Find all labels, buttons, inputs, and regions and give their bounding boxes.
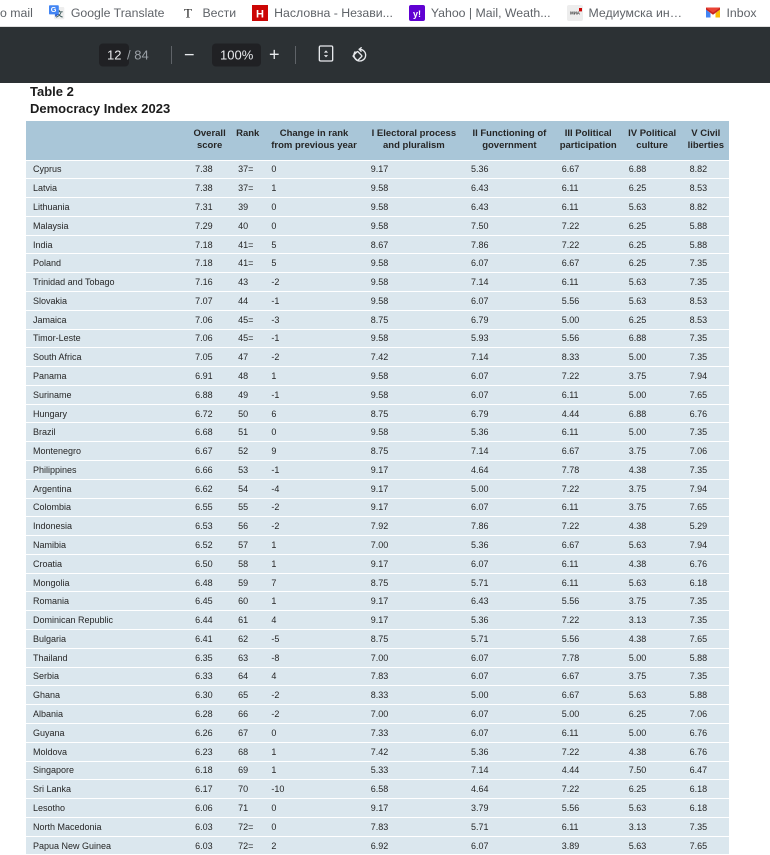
svg-text:G: G (51, 5, 57, 14)
svg-text:H: H (256, 9, 264, 21)
svg-text:y!: y! (413, 9, 421, 19)
svg-text:T: T (184, 6, 192, 21)
svg-text:МИА: МИА (570, 11, 580, 16)
